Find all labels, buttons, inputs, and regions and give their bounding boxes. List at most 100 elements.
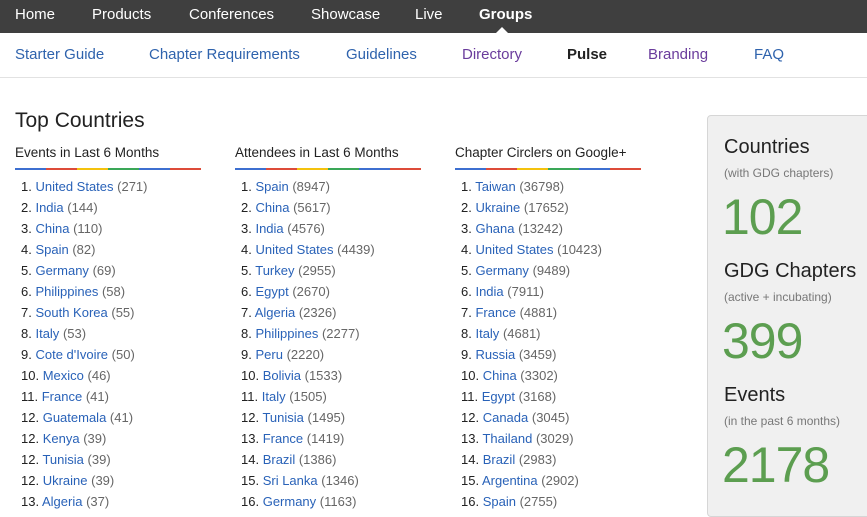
list-item: 5. Turkey (2955) [235,262,421,283]
country-link[interactable]: Turkey [255,263,295,278]
country-link[interactable]: Tunisia [262,410,304,425]
country-count: (1533) [304,368,343,383]
stat-countries-title: Countries [724,136,810,158]
list-item: 8. Italy (4681) [455,325,641,346]
country-link[interactable]: Germany [35,263,89,278]
rank-number: 9. [21,347,32,362]
country-link[interactable]: Italy [475,326,500,341]
rank-number: 3. [241,221,252,236]
country-link[interactable]: France [41,389,83,404]
country-count: (271) [117,179,148,194]
top-nav-products[interactable]: Products [92,6,152,23]
country-link[interactable]: France [262,431,304,446]
country-link[interactable]: Germany [475,263,529,278]
stat-events-value: 2178 [722,437,830,493]
country-link[interactable]: Tunisia [42,452,84,467]
country-link[interactable]: Cote d'Ivoire [35,347,109,362]
country-link[interactable]: Guatemala [42,410,107,425]
top-nav-home[interactable]: Home [15,6,56,23]
country-link[interactable]: Mexico [42,368,84,383]
country-count: (39) [91,473,115,488]
country-link[interactable]: France [475,305,516,320]
country-link[interactable]: Ukraine [475,200,521,215]
country-link[interactable]: Sri Lanka [262,473,318,488]
country-link[interactable]: Algeria [254,305,296,320]
country-link[interactable]: India [475,284,504,299]
rank-number: 12. [21,473,40,488]
top-nav-conferences[interactable]: Conferences [189,6,275,23]
stat-events-subtitle: (in the past 6 months) [724,414,841,428]
country-count: (53) [62,326,87,341]
country-link[interactable]: Thailand [482,431,533,446]
sub-nav-chapter-requirements[interactable]: Chapter Requirements [149,46,300,63]
rank-number: 8. [21,326,32,341]
sub-nav-guidelines[interactable]: Guidelines [346,46,417,63]
list-item: 7. South Korea (55) [15,304,201,325]
list-item: 11. Egypt (3168) [455,388,641,409]
country-link[interactable]: Germany [262,494,317,509]
column-heading-circlers: Chapter Circlers on Google+ [455,145,627,160]
country-link[interactable]: Spain [35,242,69,257]
country-link[interactable]: Brazil [262,452,296,467]
country-link[interactable]: Egypt [255,284,289,299]
list-item: 9. Peru (2220) [235,346,421,367]
top-nav-live[interactable]: Live [415,6,443,23]
country-link[interactable]: Canada [482,410,529,425]
country-link[interactable]: Spain [255,179,289,194]
country-count: (82) [72,242,96,257]
list-item: 11. France (41) [15,388,201,409]
country-link[interactable]: Philippines [35,284,99,299]
list-item: 15. Sri Lanka (1346) [235,472,421,493]
country-link[interactable]: United States [255,242,334,257]
rank-number: 14. [241,452,260,467]
country-link[interactable]: India [35,200,64,215]
sub-nav-branding[interactable]: Branding [648,46,709,63]
rank-number: 4. [461,242,472,257]
top-nav-groups[interactable]: Groups [479,6,533,23]
country-link[interactable]: Brazil [482,452,516,467]
country-count: (10423) [557,242,602,257]
list-item: 1. United States (271) [15,178,201,199]
country-link[interactable]: Ukraine [42,473,88,488]
list-item: 14. Brazil (2983) [455,451,641,472]
country-link[interactable]: Algeria [41,494,83,509]
country-link[interactable]: China [255,200,290,215]
country-count: (1419) [306,431,345,446]
country-link[interactable]: Italy [35,326,60,341]
country-count: (1495) [307,410,346,425]
sub-nav-faq[interactable]: FAQ [754,46,785,63]
rank-number: 6. [241,284,252,299]
country-count: (8947) [292,179,330,194]
stat-chapters-value: 399 [722,313,803,369]
list-item: 4. United States (4439) [235,241,421,262]
country-link[interactable]: Argentina [481,473,538,488]
country-link[interactable]: Philippines [255,326,319,341]
country-count: (5617) [293,200,331,215]
sub-nav-starter-guide[interactable]: Starter Guide [15,46,105,63]
country-link[interactable]: United States [475,242,554,257]
country-link[interactable]: Bolivia [262,368,301,383]
country-link[interactable]: South Korea [35,305,108,320]
rank-number: 10. [461,368,480,383]
country-link[interactable]: China [35,221,70,236]
country-count: (4439) [337,242,375,257]
country-link[interactable]: Taiwan [475,179,516,194]
rank-number: 8. [461,326,472,341]
country-link[interactable]: Spain [482,494,516,509]
country-link[interactable]: United States [35,179,114,194]
top-nav-showcase[interactable]: Showcase [311,6,381,23]
country-link[interactable]: China [482,368,517,383]
list-item: 13. Thailand (3029) [455,430,641,451]
country-link[interactable]: Italy [261,389,286,404]
country-count: (39) [83,431,107,446]
country-link[interactable]: Russia [475,347,516,362]
circlers-column: Chapter Circlers on Google+ 1. Taiwan (3… [455,145,641,514]
rank-number: 12. [21,431,40,446]
sub-nav-pulse[interactable]: Pulse [567,46,608,63]
country-link[interactable]: Ghana [475,221,515,236]
country-link[interactable]: India [255,221,284,236]
country-link[interactable]: Kenya [42,431,80,446]
country-link[interactable]: Egypt [481,389,515,404]
country-link[interactable]: Peru [255,347,283,362]
sub-nav-directory[interactable]: Directory [462,46,523,63]
